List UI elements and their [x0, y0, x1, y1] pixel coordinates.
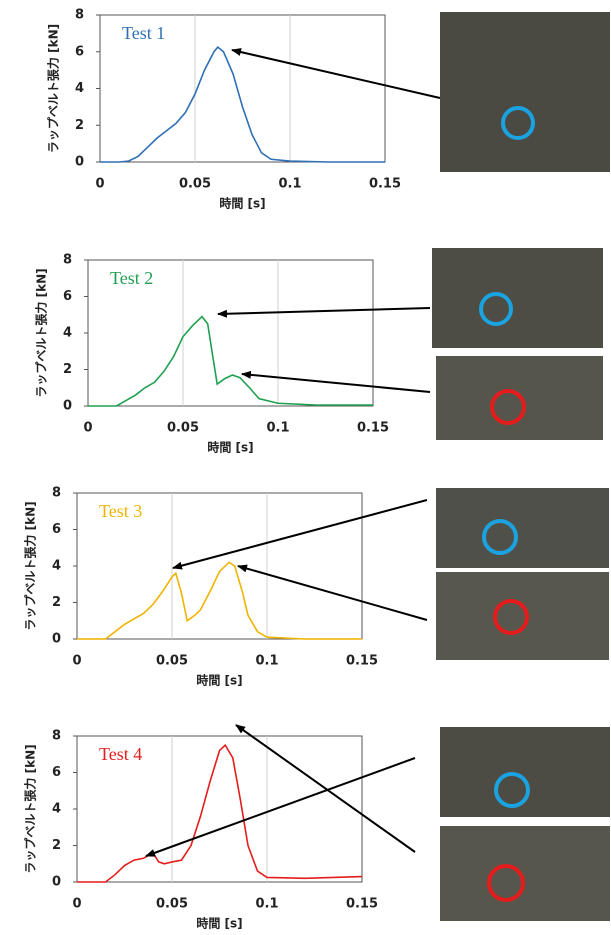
photos	[432, 12, 610, 921]
chart: 0 0.05 0.1 0.15 0 2 4 6 8 Test 2 時間 [s] ラップベルト張力 [k…	[34, 253, 390, 455]
y-tick-label: 6	[75, 44, 84, 59]
x-axis-label: 時間 [s]	[196, 916, 242, 931]
x-tick-label: 0.05	[156, 897, 188, 912]
y-tick-label: 8	[75, 8, 84, 23]
y-tick-label: 4	[75, 81, 84, 96]
x-tick-label: 0.05	[156, 654, 188, 669]
x-tick-label: 0.15	[357, 421, 389, 436]
chart-title: Test 4	[99, 744, 142, 764]
photo	[440, 12, 610, 172]
chart-title: Test 3	[99, 501, 142, 521]
photo	[436, 572, 609, 660]
photo	[432, 248, 603, 348]
y-tick-label: 2	[52, 595, 61, 610]
y-tick-label: 6	[52, 765, 61, 780]
y-tick-label: 0	[52, 875, 61, 890]
chart: 0 0.05 0.1 0.15 0 2 4 6 8 Test 4 時間 [s] ラップベルト張力 [k…	[23, 729, 379, 931]
y-axis-label: ラップベルト張力 [kN]	[46, 24, 61, 153]
x-tick-label: 0.15	[346, 654, 378, 669]
x-tick-label: 0.1	[278, 177, 301, 192]
y-tick-label: 8	[52, 729, 61, 744]
x-axis-label: 時間 [s]	[196, 673, 242, 688]
arrows	[146, 50, 440, 856]
figure: 0 0.05 0.1 0.15 0 2 4 6 8 Test 4 時間 [s] ラップベルト張力 [k…	[0, 0, 611, 931]
y-tick-label: 8	[52, 486, 61, 501]
y-tick-label: 0	[63, 399, 72, 414]
y-tick-label: 0	[75, 155, 84, 170]
x-tick-label: 0	[83, 421, 92, 436]
photo	[440, 727, 610, 817]
chart-title: Test 2	[110, 268, 153, 288]
y-tick-label: 6	[52, 522, 61, 537]
y-tick-label: 2	[52, 838, 61, 853]
y-tick-label: 4	[63, 326, 72, 341]
x-tick-label: 0.05	[167, 421, 199, 436]
x-tick-label: 0.1	[255, 897, 278, 912]
y-tick-label: 2	[63, 362, 72, 377]
x-tick-label: 0.1	[266, 421, 289, 436]
chart-title: Test 1	[122, 23, 165, 43]
y-tick-label: 4	[52, 802, 61, 817]
x-axis-label: 時間 [s]	[219, 196, 265, 211]
y-tick-label: 0	[52, 632, 61, 647]
photo	[440, 826, 610, 921]
x-tick-label: 0.05	[179, 177, 211, 192]
x-tick-label: 0.15	[369, 177, 401, 192]
x-tick-label: 0.15	[346, 897, 378, 912]
x-tick-label: 0	[95, 177, 104, 192]
y-tick-label: 6	[63, 289, 72, 304]
y-tick-label: 4	[52, 559, 61, 574]
y-axis-label: ラップベルト張力 [kN]	[23, 744, 38, 873]
x-tick-label: 0.1	[255, 654, 278, 669]
x-tick-label: 0	[72, 897, 81, 912]
y-axis-label: ラップベルト張力 [kN]	[34, 268, 49, 397]
x-axis-label: 時間 [s]	[207, 440, 253, 455]
photo	[436, 488, 609, 568]
y-tick-label: 2	[75, 118, 84, 133]
x-tick-label: 0	[72, 654, 81, 669]
y-axis-label: ラップベルト張力 [kN]	[23, 501, 38, 630]
y-tick-label: 8	[63, 253, 72, 268]
chart: 0 0.05 0.1 0.15 0 2 4 6 8 Test 3 時間 [s] ラップベルト張力 [k…	[23, 486, 379, 688]
chart: 0 0.05 0.1 0.15 0 2 4 6 8 Test 1 時間 [s] ラップベルト張力 [k…	[46, 8, 402, 211]
